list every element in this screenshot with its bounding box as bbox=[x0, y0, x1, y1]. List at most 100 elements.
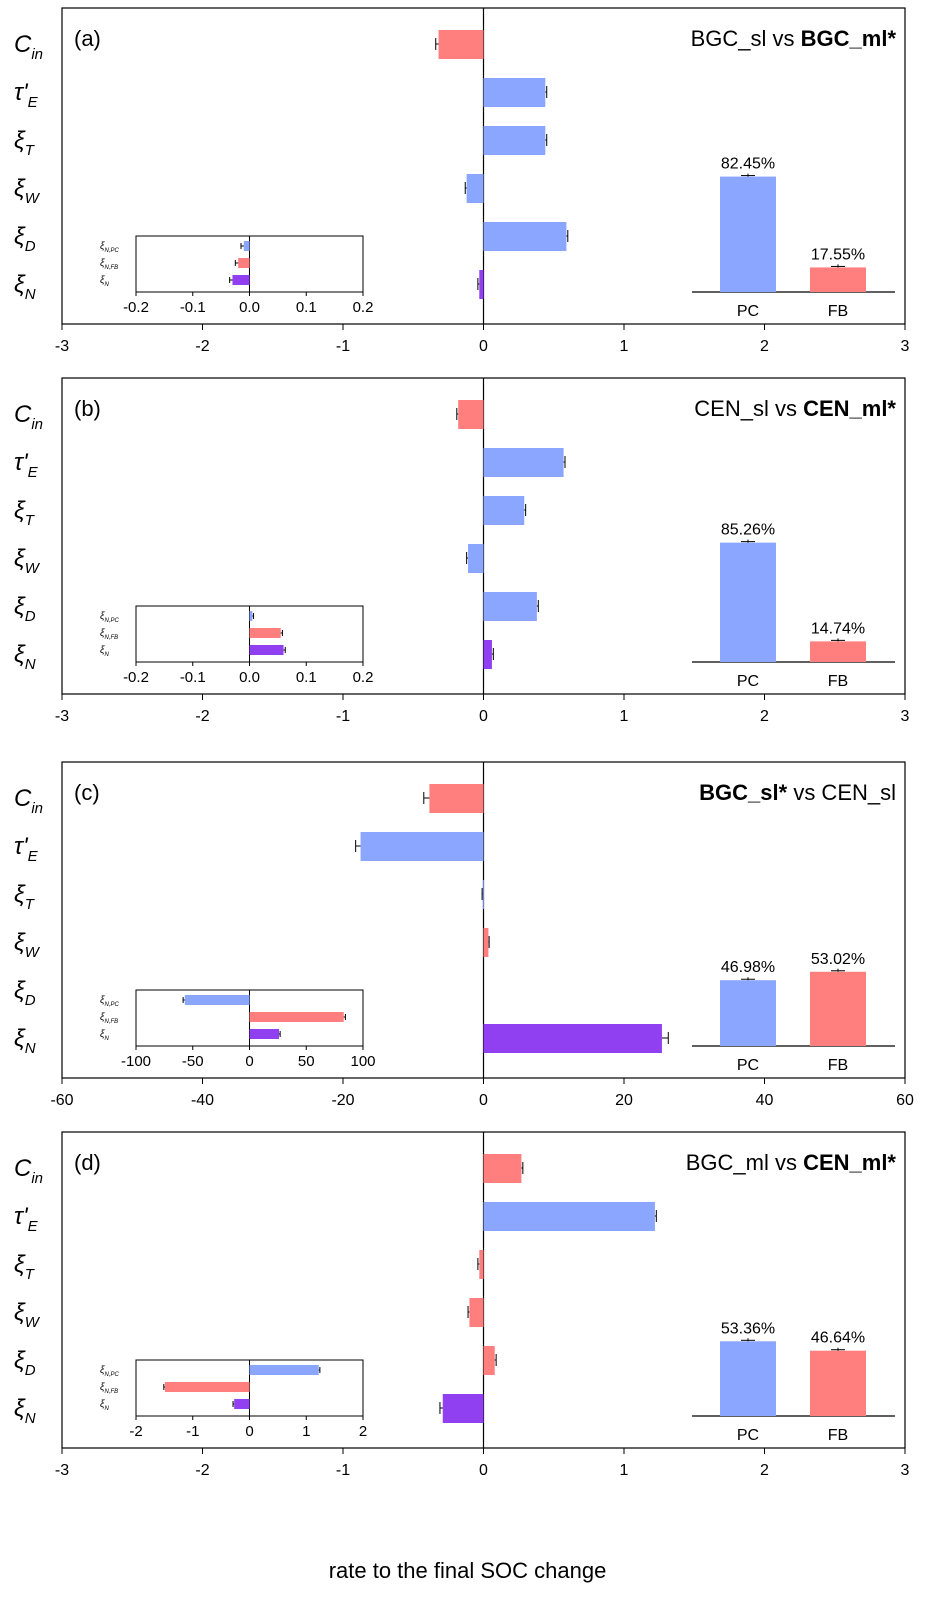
panel-b-xtick-label: -2 bbox=[195, 708, 209, 725]
panel-b-error-bar bbox=[491, 648, 494, 660]
panel-a-xtick-label: 3 bbox=[901, 338, 910, 355]
panel-a-share-value-label: 17.55% bbox=[811, 246, 865, 263]
panel-a-share-category-label: PC bbox=[737, 303, 759, 320]
panel-b-category-label: Cin bbox=[14, 401, 43, 433]
panel-d-error-bar bbox=[654, 1210, 657, 1222]
panel-b-xtick-label: 0 bbox=[479, 708, 488, 725]
panel-d-xtick-label: 2 bbox=[760, 1462, 769, 1479]
panel-c-inset-xtick-label: 0 bbox=[245, 1053, 253, 1070]
panel-a-inset-category-label: ξN,PC bbox=[100, 241, 119, 254]
panel-b-inset-xtick-label: 0.0 bbox=[239, 669, 260, 686]
panel-d-inset-xtick-label: 1 bbox=[302, 1423, 310, 1440]
panel-a-inset-xtick-label: -0.2 bbox=[123, 299, 149, 316]
panel-c-error-bar bbox=[488, 936, 490, 948]
panel-d-category-label: ξW bbox=[14, 1299, 41, 1331]
panel-d-share-bar bbox=[720, 1341, 776, 1416]
panel-c-category-label: ξN bbox=[14, 1025, 36, 1057]
panel-a-share-value-label: 82.45% bbox=[721, 156, 775, 173]
panel-d-inset-error-bar bbox=[232, 1401, 235, 1407]
panel-a-error-bar bbox=[545, 86, 548, 98]
panel-a-category-label: ξN bbox=[14, 271, 36, 303]
panel-c-inset-category-label: ξN,FB bbox=[100, 1012, 118, 1025]
panel-c-tag: (c) bbox=[74, 780, 100, 805]
panel-c-share-value-label: 46.98% bbox=[721, 959, 775, 976]
panel-b-inset-category-label: ξN,FB bbox=[100, 628, 118, 641]
panel-a-bar bbox=[483, 126, 546, 155]
panel-a-inset-xtick-label: -0.1 bbox=[180, 299, 206, 316]
panel-a-xtick-label: -3 bbox=[55, 338, 69, 355]
panel-c-xtick-label: 60 bbox=[896, 1092, 914, 1109]
panel-d-inset-category-label: ξN,PC bbox=[100, 1365, 119, 1378]
panel-c-error-bar bbox=[355, 840, 361, 852]
panel-a-error-bar bbox=[477, 278, 480, 290]
panel-c-error-bar bbox=[661, 1032, 669, 1044]
panel-b-category-label: ξT bbox=[14, 497, 36, 529]
panel-b-category-label: ξD bbox=[14, 593, 36, 625]
panel-d-error-bar bbox=[477, 1258, 480, 1270]
panel-d-category-label: Cin bbox=[14, 1155, 43, 1187]
panel-a-error-bar bbox=[566, 230, 569, 242]
panel-d-inset-bar bbox=[234, 1399, 250, 1409]
panel-b-share-bar bbox=[810, 641, 866, 662]
panel-b-share-category-label: FB bbox=[828, 673, 848, 690]
panel-c-inset-xtick-label: 50 bbox=[298, 1053, 315, 1070]
panel-b-inset-bar bbox=[249, 645, 284, 655]
panel-c-inset-bar bbox=[249, 1029, 280, 1039]
panel-b-inset-bar bbox=[249, 611, 253, 621]
panel-a-inset-xtick-label: 0.2 bbox=[353, 299, 374, 316]
panel-a-inset-bar bbox=[232, 275, 250, 285]
panel-c-xtick-label: -40 bbox=[191, 1092, 214, 1109]
panel-b-share-category-label: PC bbox=[737, 673, 759, 690]
panel-a-tag: (a) bbox=[74, 26, 101, 51]
panel-b-bar bbox=[483, 592, 537, 621]
panel-c-xtick-label: 20 bbox=[615, 1092, 633, 1109]
panel-b-inset-error-bar bbox=[252, 613, 254, 619]
panel-d-share-value-label: 53.36% bbox=[721, 1320, 775, 1337]
panel-c-title: BGC_sl* vs CEN_sl bbox=[699, 780, 896, 805]
panel-a-bar bbox=[483, 222, 567, 251]
panel-c-inset-xtick-label: -50 bbox=[182, 1053, 204, 1070]
panel-b-inset-category-label: ξN,PC bbox=[100, 611, 119, 624]
panel-a-xtick-label: -2 bbox=[195, 338, 209, 355]
panel-d-category-label: ξN bbox=[14, 1395, 36, 1427]
panel-a-error-bar bbox=[464, 182, 467, 194]
panel-c-error-bar bbox=[481, 888, 483, 900]
panel-d-inset-category-label: ξN,FB bbox=[100, 1382, 118, 1395]
panel-b-xtick-label: -1 bbox=[336, 708, 350, 725]
panel-b-category-label: ξN bbox=[14, 641, 36, 673]
shared-x-axis-label: rate to the final SOC change bbox=[328, 1558, 607, 1583]
panel-b-share-value-label: 14.74% bbox=[811, 620, 865, 637]
panel-c-bar bbox=[429, 784, 484, 813]
panel-d-inset-xtick-label: 0 bbox=[245, 1423, 253, 1440]
panel-b-share-value-label: 85.26% bbox=[721, 522, 775, 539]
panel-b-bar bbox=[458, 400, 484, 429]
panel-a-bar bbox=[479, 270, 484, 299]
panel-d-bar bbox=[469, 1298, 484, 1327]
panel-d-error-bar bbox=[439, 1402, 443, 1414]
panel-b-share-bar bbox=[720, 542, 776, 662]
panel-d-title: BGC_ml vs CEN_ml* bbox=[686, 1150, 897, 1175]
panel-b-error-bar bbox=[456, 408, 459, 420]
panel-b-error-bar bbox=[536, 600, 539, 612]
panel-b-xtick-label: 2 bbox=[760, 708, 769, 725]
panel-c-category-label: ξT bbox=[14, 881, 36, 913]
panel-a-error-bar bbox=[545, 134, 548, 146]
panel-c-bar bbox=[483, 1024, 662, 1053]
panel-c-bar bbox=[360, 832, 484, 861]
panel-d-bar bbox=[483, 1346, 495, 1375]
panel-a-share-category-label: FB bbox=[828, 303, 848, 320]
panel-a-share-bar bbox=[810, 267, 866, 292]
panel-b-xtick-label: -3 bbox=[55, 708, 69, 725]
panel-b-category-label: ξW bbox=[14, 545, 41, 577]
panel-c-xtick-label: -20 bbox=[331, 1092, 354, 1109]
panel-b-inset-xtick-label: 0.1 bbox=[296, 669, 317, 686]
panel-a-inset-xtick-label: 0.1 bbox=[296, 299, 317, 316]
panel-d-inset-error-bar bbox=[163, 1384, 165, 1390]
panel-c-share-category-label: PC bbox=[737, 1057, 759, 1074]
panel-a-inset-category-label: ξN bbox=[100, 275, 109, 288]
panel-b-error-bar bbox=[524, 504, 527, 516]
panel-d-inset-xtick-label: -1 bbox=[186, 1423, 199, 1440]
panel-d-xtick-label: -3 bbox=[55, 1462, 69, 1479]
panel-d-share-category-label: FB bbox=[828, 1427, 848, 1444]
